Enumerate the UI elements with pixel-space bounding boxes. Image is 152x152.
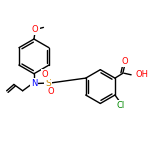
Text: OH: OH xyxy=(136,70,149,79)
Text: O: O xyxy=(32,25,38,34)
Text: S: S xyxy=(45,79,51,88)
Text: N: N xyxy=(31,79,37,88)
Text: Cl: Cl xyxy=(117,101,125,110)
Text: O: O xyxy=(122,57,128,66)
Text: O: O xyxy=(42,70,48,79)
Text: O: O xyxy=(47,87,54,96)
